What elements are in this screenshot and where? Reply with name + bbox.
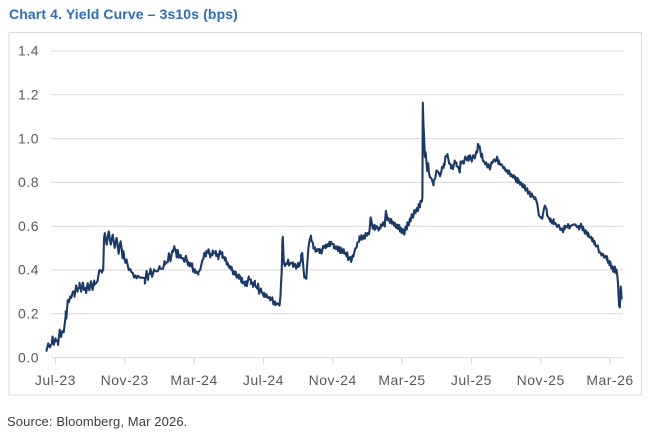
svg-text:Jul-24: Jul-24 bbox=[243, 372, 284, 388]
svg-text:1.2: 1.2 bbox=[18, 87, 39, 103]
svg-text:0.6: 0.6 bbox=[18, 218, 39, 234]
svg-text:Mar-26: Mar-26 bbox=[586, 372, 633, 388]
svg-text:Jul-23: Jul-23 bbox=[35, 372, 76, 388]
svg-text:0.0: 0.0 bbox=[18, 349, 39, 365]
svg-text:1.0: 1.0 bbox=[18, 130, 39, 146]
svg-text:1.4: 1.4 bbox=[18, 43, 39, 59]
svg-text:Nov-25: Nov-25 bbox=[517, 372, 565, 388]
svg-text:0.4: 0.4 bbox=[18, 262, 39, 278]
svg-text:Mar-24: Mar-24 bbox=[170, 372, 217, 388]
svg-text:Nov-23: Nov-23 bbox=[101, 372, 149, 388]
svg-text:0.8: 0.8 bbox=[18, 174, 39, 190]
svg-text:Jul-25: Jul-25 bbox=[451, 372, 492, 388]
svg-text:0.2: 0.2 bbox=[18, 306, 39, 322]
svg-text:Nov-24: Nov-24 bbox=[309, 372, 357, 388]
svg-text:Mar-25: Mar-25 bbox=[378, 372, 425, 388]
